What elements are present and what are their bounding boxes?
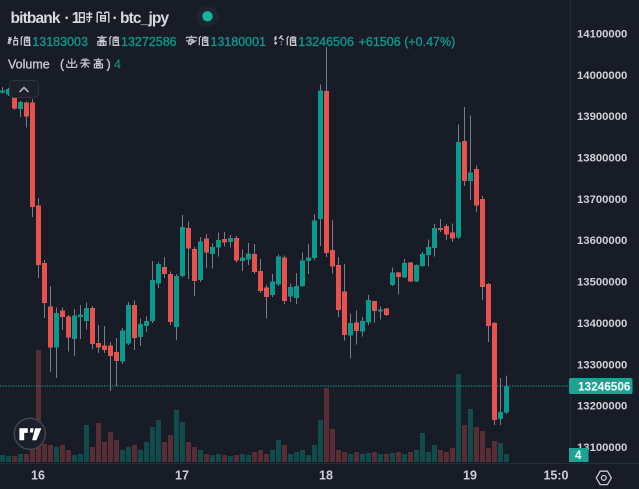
svg-text:17: 17: [175, 469, 189, 483]
svg-text:(+0.47%): (+0.47%): [404, 35, 455, 49]
svg-text:19: 19: [463, 469, 477, 483]
svg-text:16: 16: [31, 469, 45, 483]
svg-text:btc_jpy: btc_jpy: [120, 10, 170, 27]
svg-text:13100000: 13100000: [577, 442, 627, 454]
svg-text:15:0: 15:0: [543, 469, 568, 483]
svg-text:·: ·: [65, 10, 69, 27]
svg-text:13600000: 13600000: [577, 235, 627, 247]
svg-text:·: ·: [113, 10, 117, 27]
svg-text:13700000: 13700000: [577, 194, 627, 206]
svg-text:13180001: 13180001: [210, 35, 266, 49]
svg-text:4: 4: [575, 450, 582, 462]
svg-text:13900000: 13900000: [577, 111, 627, 123]
svg-text:13246506: 13246506: [298, 35, 354, 49]
svg-text:18: 18: [319, 469, 333, 483]
svg-text:+61506: +61506: [359, 35, 401, 49]
svg-text:13200000: 13200000: [577, 401, 627, 413]
svg-text:13500000: 13500000: [577, 277, 627, 289]
svg-text:13272586: 13272586: [121, 35, 177, 49]
svg-text:13400000: 13400000: [577, 318, 627, 330]
svg-text:13800000: 13800000: [577, 153, 627, 165]
svg-text:bitbank: bitbank: [11, 10, 61, 27]
svg-text:13246506: 13246506: [578, 379, 631, 393]
svg-text:13183003: 13183003: [32, 35, 88, 49]
svg-text:Volume: Volume: [8, 57, 50, 71]
svg-text:(: (: [60, 57, 65, 71]
svg-text:4: 4: [114, 57, 121, 71]
svg-text:): ): [107, 57, 111, 71]
svg-text:1: 1: [72, 10, 81, 27]
svg-text:14100000: 14100000: [577, 29, 627, 41]
svg-text:14000000: 14000000: [577, 70, 627, 82]
svg-text:13300000: 13300000: [577, 359, 627, 371]
